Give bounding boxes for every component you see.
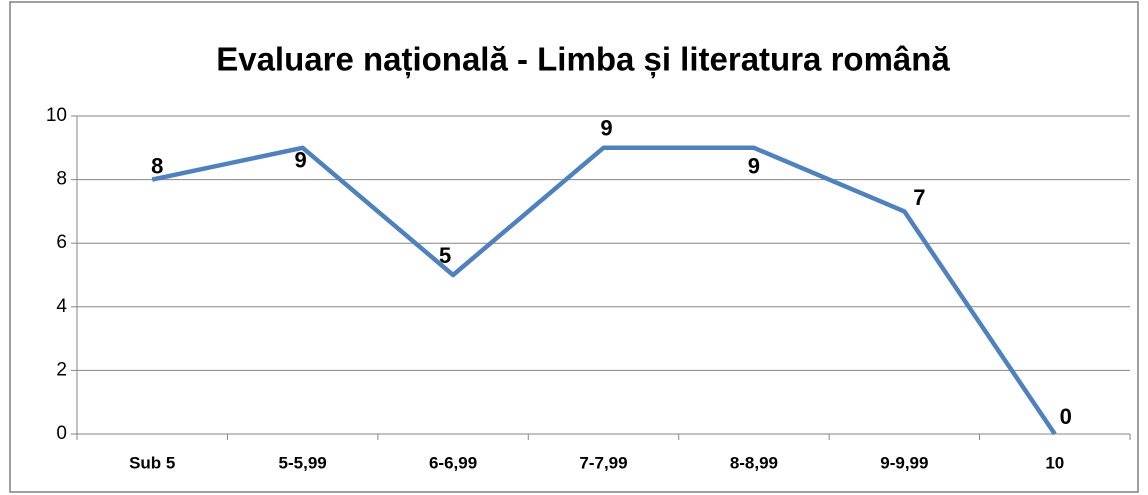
y-tick-label: 6: [56, 232, 67, 253]
y-tick-label: 0: [56, 423, 67, 444]
x-tick-label: 5-5,99: [279, 453, 327, 472]
y-tick-label: 2: [56, 359, 67, 380]
data-label: 9: [600, 116, 612, 141]
x-tick-label: 6-6,99: [429, 453, 477, 472]
data-line: [151, 145, 1057, 436]
data-label: 8: [151, 153, 163, 178]
x-tick-label: 7-7,99: [579, 453, 627, 472]
x-tick-label: Sub 5: [129, 453, 175, 472]
chart-frame: [9, 1, 1139, 493]
data-label: 7: [913, 185, 925, 210]
x-tick-label: 10: [1045, 453, 1064, 472]
data-label: 9: [748, 154, 760, 179]
y-tick-label: 4: [56, 296, 67, 317]
data-label: 5: [439, 243, 451, 268]
y-tick-label: 10: [46, 105, 67, 126]
chart-title: Evaluare națională - Limba și literatura…: [216, 41, 950, 79]
x-tick-label: 9-9,99: [880, 453, 928, 472]
data-label: 0: [1060, 404, 1072, 429]
data-label: 9: [295, 148, 307, 173]
y-tick-label: 8: [56, 169, 67, 190]
x-tick-label: 8-8,99: [730, 453, 778, 472]
